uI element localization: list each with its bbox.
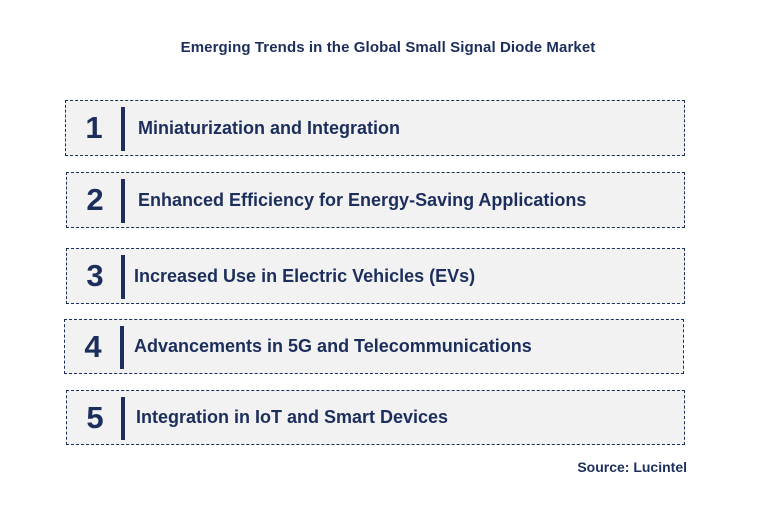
diagram-title: Emerging Trends in the Global Small Sign… [180,39,596,56]
trend-label: Integration in IoT and Smart Devices [136,407,449,427]
trend-item-1: 1 Miniaturization and Integration [65,100,685,156]
trend-divider [121,397,125,440]
trend-divider [120,326,124,369]
trend-divider [121,107,125,151]
trend-divider [121,255,125,299]
trend-label: Enhanced Efficiency for Energy-Saving Ap… [138,189,587,210]
trend-item-5: 5 Integration in IoT and Smart Devices [66,390,685,445]
source-note: Source: Lucintel [577,459,687,475]
trend-item-4: 4 Advancements in 5G and Telecommunicati… [64,319,684,374]
trend-label: Increased Use in Electric Vehicles (EVs) [134,265,476,286]
trend-item-3: 3 Increased Use in Electric Vehicles (EV… [66,248,685,304]
trend-number: 1 [85,110,103,145]
trend-divider [121,179,125,223]
trend-number: 4 [84,328,102,364]
trend-label: Miniaturization and Integration [138,117,400,138]
trend-number: 3 [86,258,104,293]
trend-label: Advancements in 5G and Telecommunication… [134,336,532,356]
trend-item-2: 2 Enhanced Efficiency for Energy-Saving … [66,172,685,228]
trend-number: 2 [86,182,104,217]
trend-number: 5 [86,399,104,435]
